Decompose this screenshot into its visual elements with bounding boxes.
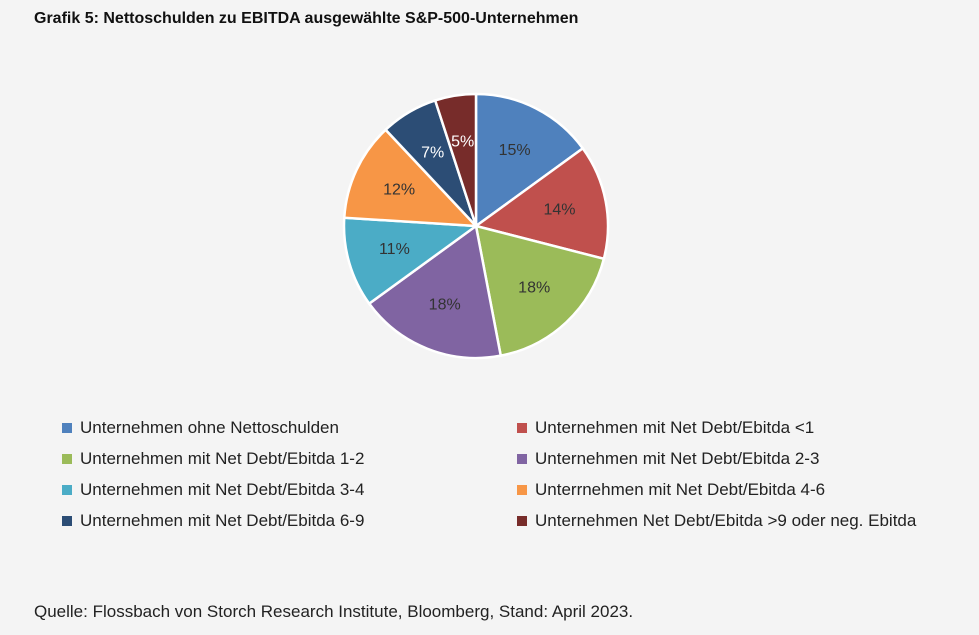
chart-title: Grafik 5: Nettoschulden zu EBITDA ausgew…: [34, 10, 579, 27]
legend-label: Unternehmen ohne Nettoschulden: [80, 418, 339, 437]
legend-swatch: [62, 423, 72, 433]
slice-label: 18%: [518, 280, 550, 297]
pie-slice: [342, 128, 480, 228]
pie-slice: [367, 223, 503, 360]
slice-label: 15%: [499, 142, 531, 159]
pie-slice: [473, 146, 610, 261]
legend-label: Unterrnehmen mit Net Debt/Ebitda 4-6: [535, 480, 826, 499]
legend-swatch: [517, 485, 527, 495]
legend-item: Unternehmen mit Net Debt/Ebitda <1: [517, 417, 962, 439]
slice-label: 18%: [429, 297, 461, 314]
legend-swatch: [62, 454, 72, 464]
legend-swatch: [62, 485, 72, 495]
legend-label: Unternehmen mit Net Debt/Ebitda 1-2: [80, 449, 365, 468]
slice-label: 5%: [451, 134, 474, 151]
source-note: Quelle: Flossbach von Storch Research In…: [34, 602, 634, 621]
pie-slice: [474, 224, 606, 358]
legend-label: Unternehmen mit Net Debt/Ebitda 2-3: [535, 449, 820, 468]
slice-label: 7%: [421, 144, 444, 161]
legend-item: Unternehmen mit Net Debt/Ebitda 3-4: [62, 479, 517, 501]
pie-chart: 15% 14% 18% 18% 11% 12% 7% 5%: [342, 92, 610, 360]
legend-item: Unternehmen Net Debt/Ebitda >9 oder neg.…: [517, 510, 962, 532]
pie-slice: [474, 92, 585, 229]
legend-swatch: [517, 516, 527, 526]
legend-item: Unternehmen mit Net Debt/Ebitda 1-2: [62, 448, 517, 470]
pie-slice: [433, 92, 478, 227]
legend-item: Unternehmen mit Net Debt/Ebitda 2-3: [517, 448, 962, 470]
legend-swatch: [517, 454, 527, 464]
legend-item: Unternehmen ohne Nettoschulden: [62, 417, 517, 439]
slice-label: 14%: [543, 202, 575, 219]
pie-slice: [342, 216, 480, 306]
slice-label: 11%: [379, 241, 410, 258]
legend-label: Unternehmen mit Net Debt/Ebitda 3-4: [80, 480, 365, 499]
chart-legend: Unternehmen ohne Nettoschulden Unternehm…: [62, 417, 962, 532]
legend-label: Unternehmen Net Debt/Ebitda >9 oder neg.…: [535, 511, 917, 530]
legend-label: Unternehmen mit Net Debt/Ebitda <1: [535, 418, 815, 437]
legend-item: Unternehmen mit Net Debt/Ebitda 6-9: [62, 510, 517, 532]
legend-swatch: [517, 423, 527, 433]
slice-label: 12%: [383, 181, 415, 198]
legend-item: Unterrnehmen mit Net Debt/Ebitda 4-6: [517, 479, 962, 501]
legend-swatch: [62, 516, 72, 526]
legend-label: Unternehmen mit Net Debt/Ebitda 6-9: [80, 511, 365, 530]
